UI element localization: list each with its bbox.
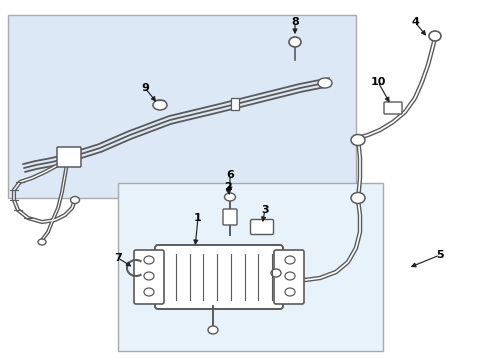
Ellipse shape xyxy=(71,197,79,203)
FancyBboxPatch shape xyxy=(223,209,237,225)
Ellipse shape xyxy=(144,288,154,296)
Ellipse shape xyxy=(351,193,365,203)
Ellipse shape xyxy=(224,193,236,201)
FancyBboxPatch shape xyxy=(274,250,304,304)
Text: 7: 7 xyxy=(114,253,122,263)
Ellipse shape xyxy=(289,37,301,47)
Ellipse shape xyxy=(208,326,218,334)
Text: 6: 6 xyxy=(226,170,234,180)
Text: 3: 3 xyxy=(261,205,269,215)
Ellipse shape xyxy=(429,31,441,41)
Ellipse shape xyxy=(285,256,295,264)
Ellipse shape xyxy=(285,272,295,280)
Ellipse shape xyxy=(285,288,295,296)
Text: 1: 1 xyxy=(194,213,202,223)
Text: 9: 9 xyxy=(141,83,149,93)
Ellipse shape xyxy=(351,135,365,145)
Ellipse shape xyxy=(271,269,281,277)
Text: 2: 2 xyxy=(224,182,232,192)
FancyBboxPatch shape xyxy=(57,147,81,167)
Text: 8: 8 xyxy=(291,17,299,27)
FancyBboxPatch shape xyxy=(134,250,164,304)
FancyBboxPatch shape xyxy=(384,102,402,114)
Ellipse shape xyxy=(318,78,332,88)
Text: 5: 5 xyxy=(436,250,444,260)
Text: 10: 10 xyxy=(370,77,386,87)
Bar xyxy=(231,98,239,110)
Ellipse shape xyxy=(144,256,154,264)
Ellipse shape xyxy=(144,272,154,280)
Bar xyxy=(8,15,356,198)
Bar xyxy=(118,183,383,351)
Ellipse shape xyxy=(38,239,46,245)
Ellipse shape xyxy=(153,100,167,110)
FancyBboxPatch shape xyxy=(155,245,283,309)
FancyBboxPatch shape xyxy=(250,220,273,234)
Text: 4: 4 xyxy=(411,17,419,27)
